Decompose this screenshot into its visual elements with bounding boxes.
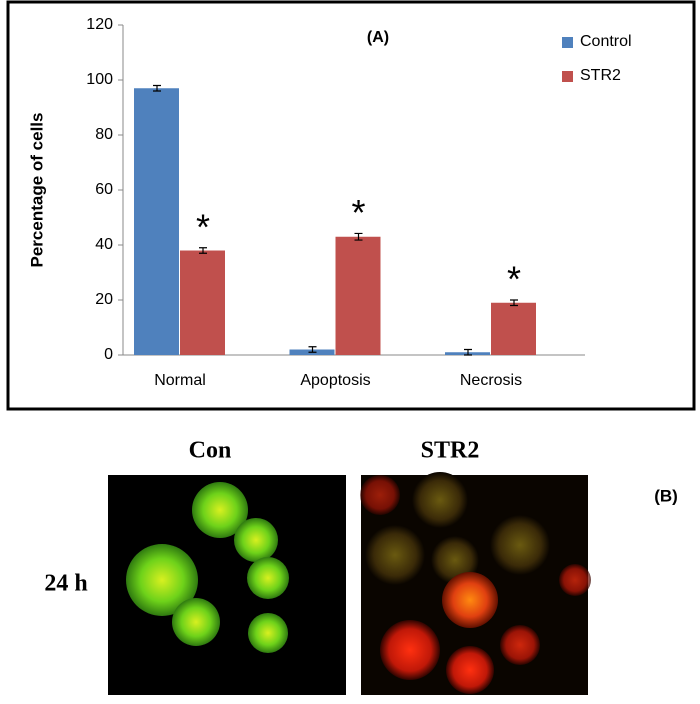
chart-title: (A) xyxy=(367,29,389,46)
x-tick-label: Normal xyxy=(154,372,206,389)
legend-label: Control xyxy=(580,33,632,50)
x-tick-label: Necrosis xyxy=(460,372,522,389)
column-label: Con xyxy=(189,438,232,464)
legend-swatch xyxy=(562,71,573,82)
bar xyxy=(335,236,381,355)
y-axis-label: Percentage of cells xyxy=(27,113,46,268)
bar xyxy=(134,88,179,355)
error-bar xyxy=(308,346,317,353)
significance-marker: * xyxy=(196,206,210,247)
panel-label: (B) xyxy=(654,486,678,505)
micrograph-str2 xyxy=(360,472,591,695)
y-tick-label: 100 xyxy=(86,71,113,88)
column-label: STR2 xyxy=(421,438,480,464)
y-tick-label: 20 xyxy=(95,291,113,308)
significance-marker: * xyxy=(507,259,521,300)
micrograph-con xyxy=(108,475,346,695)
y-tick-label: 0 xyxy=(104,346,113,363)
y-tick-label: 120 xyxy=(86,16,113,33)
error-bar xyxy=(510,299,518,307)
y-tick-label: 80 xyxy=(95,126,113,143)
bar xyxy=(491,302,536,355)
error-bar xyxy=(464,348,472,356)
error-bar xyxy=(199,247,207,254)
error-bar xyxy=(153,84,161,92)
error-bar xyxy=(354,232,363,241)
row-label: 24 h xyxy=(44,571,87,597)
panel-b: Con STR2 24 h (B) xyxy=(44,438,678,695)
legend-swatch xyxy=(562,37,573,48)
x-tick-label: Apoptosis xyxy=(300,372,370,389)
y-tick-label: 40 xyxy=(95,236,113,253)
bar xyxy=(180,250,225,355)
legend-label: STR2 xyxy=(580,67,621,84)
y-tick-label: 60 xyxy=(95,181,113,198)
significance-marker: * xyxy=(351,192,365,233)
